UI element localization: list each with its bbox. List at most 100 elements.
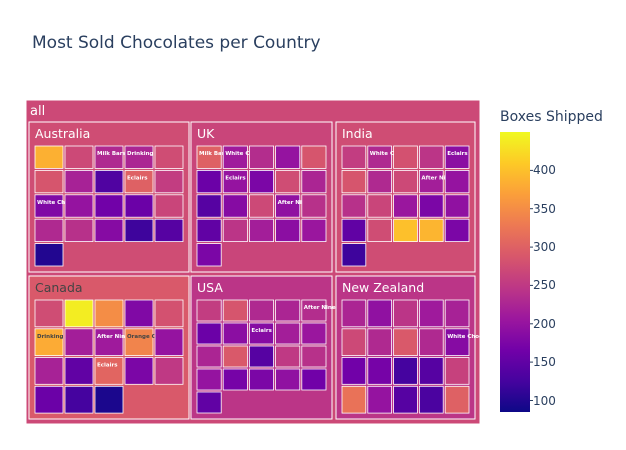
product-tile[interactable] [154, 299, 184, 328]
product-tile[interactable] [222, 322, 248, 345]
product-tile[interactable] [301, 145, 327, 169]
product-tile[interactable] [444, 194, 470, 218]
product-tile[interactable] [34, 218, 64, 242]
product-tile[interactable] [248, 169, 274, 194]
product-tile[interactable] [196, 299, 222, 322]
product-tile[interactable] [154, 169, 184, 194]
product-tile[interactable] [444, 218, 470, 242]
product-tile[interactable] [367, 328, 392, 356]
product-tile[interactable] [367, 169, 392, 194]
product-tile[interactable] [418, 194, 444, 218]
colorbar[interactable] [500, 132, 530, 412]
product-tile[interactable] [222, 145, 248, 169]
product-tile[interactable] [367, 385, 392, 414]
product-tile[interactable] [34, 243, 64, 267]
product-tile[interactable] [275, 194, 301, 218]
product-tile[interactable] [275, 345, 301, 368]
product-tile[interactable] [64, 194, 94, 218]
product-tile[interactable] [196, 145, 222, 169]
product-tile[interactable] [154, 357, 184, 385]
product-tile[interactable] [196, 243, 222, 267]
product-tile[interactable] [418, 357, 444, 385]
product-tile[interactable] [301, 368, 327, 391]
product-tile[interactable] [418, 145, 444, 169]
product-tile[interactable] [393, 299, 418, 328]
product-tile[interactable] [444, 328, 470, 356]
product-tile[interactable] [196, 345, 222, 368]
product-tile[interactable] [34, 145, 64, 169]
product-tile[interactable] [222, 368, 248, 391]
product-tile[interactable] [341, 145, 367, 169]
product-tile[interactable] [418, 218, 444, 242]
product-tile[interactable] [341, 194, 367, 218]
product-tile[interactable] [367, 218, 392, 242]
product-tile[interactable] [124, 169, 154, 194]
product-tile[interactable] [393, 194, 418, 218]
product-tile[interactable] [341, 385, 367, 414]
product-tile[interactable] [248, 345, 274, 368]
product-tile[interactable] [196, 194, 222, 218]
product-tile[interactable] [393, 169, 418, 194]
product-tile[interactable] [301, 322, 327, 345]
product-tile[interactable] [222, 194, 248, 218]
product-tile[interactable] [393, 357, 418, 385]
product-tile[interactable] [154, 145, 184, 169]
product-tile[interactable] [367, 145, 392, 169]
product-tile[interactable] [248, 194, 274, 218]
product-tile[interactable] [64, 328, 94, 356]
product-tile[interactable] [64, 218, 94, 242]
product-tile[interactable] [124, 299, 154, 328]
product-tile[interactable] [393, 328, 418, 356]
product-tile[interactable] [154, 218, 184, 242]
product-tile[interactable] [34, 169, 64, 194]
product-tile[interactable] [418, 385, 444, 414]
product-tile[interactable] [196, 368, 222, 391]
product-tile[interactable] [196, 218, 222, 242]
product-tile[interactable] [94, 169, 124, 194]
product-tile[interactable] [196, 391, 222, 414]
product-tile[interactable] [393, 385, 418, 414]
product-tile[interactable] [444, 385, 470, 414]
product-tile[interactable] [34, 299, 64, 328]
product-tile[interactable] [275, 368, 301, 391]
product-tile[interactable] [222, 218, 248, 242]
product-tile[interactable] [275, 322, 301, 345]
product-tile[interactable] [196, 169, 222, 194]
product-tile[interactable] [301, 218, 327, 242]
product-tile[interactable] [418, 299, 444, 328]
product-tile[interactable] [341, 299, 367, 328]
product-tile[interactable] [367, 357, 392, 385]
product-tile[interactable] [301, 345, 327, 368]
product-tile[interactable] [64, 299, 94, 328]
product-tile[interactable] [275, 169, 301, 194]
product-tile[interactable] [367, 194, 392, 218]
product-tile[interactable] [94, 385, 124, 414]
product-tile[interactable] [94, 299, 124, 328]
product-tile[interactable] [64, 169, 94, 194]
product-tile[interactable] [248, 322, 274, 345]
product-tile[interactable] [275, 299, 301, 322]
product-tile[interactable] [248, 218, 274, 242]
product-tile[interactable] [444, 299, 470, 328]
product-tile[interactable] [94, 328, 124, 356]
product-tile[interactable] [34, 194, 64, 218]
product-tile[interactable] [367, 299, 392, 328]
product-tile[interactable] [154, 194, 184, 218]
product-tile[interactable] [444, 169, 470, 194]
product-tile[interactable] [94, 194, 124, 218]
product-tile[interactable] [418, 328, 444, 356]
product-tile[interactable] [248, 368, 274, 391]
product-tile[interactable] [64, 385, 94, 414]
product-tile[interactable] [222, 169, 248, 194]
product-tile[interactable] [301, 169, 327, 194]
product-tile[interactable] [393, 145, 418, 169]
product-tile[interactable] [301, 194, 327, 218]
product-tile[interactable] [393, 218, 418, 242]
product-tile[interactable] [248, 299, 274, 322]
product-tile[interactable] [341, 169, 367, 194]
product-tile[interactable] [418, 169, 444, 194]
product-tile[interactable] [301, 299, 327, 322]
product-tile[interactable] [124, 357, 154, 385]
product-tile[interactable] [94, 218, 124, 242]
